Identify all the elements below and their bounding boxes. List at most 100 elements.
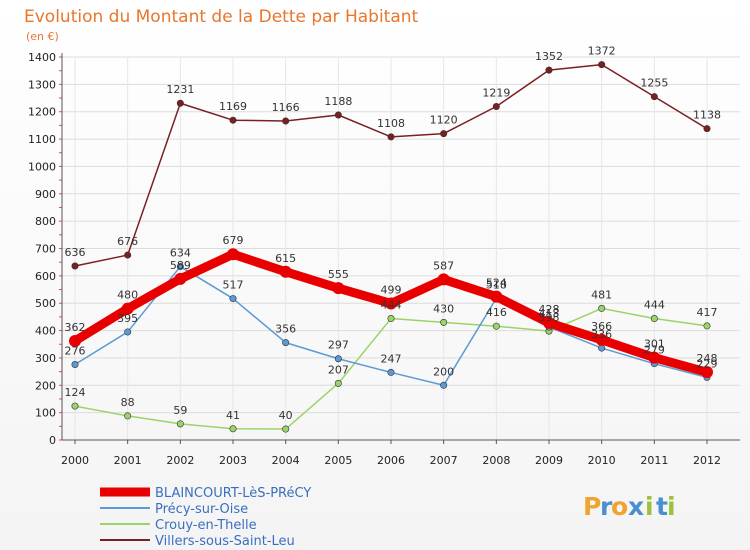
data-point [440, 381, 448, 389]
data-point [650, 93, 658, 101]
data-label: 555 [328, 268, 349, 281]
data-label: 1255 [640, 77, 668, 90]
y-tick-label: 200 [35, 379, 56, 392]
x-tick-label: 2009 [535, 454, 563, 467]
data-point [176, 99, 184, 107]
data-point [334, 379, 342, 387]
logo-letter: x [628, 492, 644, 521]
data-label: 40 [279, 409, 293, 422]
x-tick-label: 2008 [482, 454, 510, 467]
data-label: 1372 [588, 45, 616, 58]
data-point [334, 111, 342, 119]
data-label: 1166 [272, 101, 300, 114]
x-tick-label: 2000 [61, 454, 89, 467]
data-point [229, 295, 237, 303]
data-point [282, 425, 290, 433]
legend: BLAINCOURT-LèS-PRéCYPrécy-sur-OiseCrouy-… [100, 486, 311, 549]
data-label: 524 [486, 277, 507, 290]
data-point [440, 318, 448, 326]
data-point [490, 290, 503, 303]
x-tick-label: 2001 [114, 454, 142, 467]
data-label: 336 [591, 328, 612, 341]
legend-label: Précy-sur-Oise [155, 502, 248, 517]
data-point [440, 130, 448, 138]
data-label: 229 [697, 357, 718, 370]
data-point [701, 366, 713, 379]
data-point [703, 322, 711, 330]
data-label: 88 [121, 396, 135, 409]
data-label: 301 [644, 338, 665, 351]
data-point [703, 125, 711, 133]
data-label: 366 [591, 320, 612, 333]
logo-letter: t [656, 492, 668, 521]
data-point [437, 273, 450, 286]
data-label: 398 [539, 311, 560, 324]
data-point [71, 402, 79, 410]
chart-title: Evolution du Montant de la Dette par Hab… [24, 7, 419, 27]
x-tick-label: 2002 [166, 454, 194, 467]
x-tick-label: 2011 [640, 454, 668, 467]
data-label: 615 [275, 252, 296, 265]
y-tick-label: 1200 [28, 106, 56, 119]
legend-label: Villers-sous-Saint-Leu [155, 534, 295, 549]
data-label: 279 [644, 344, 665, 357]
data-label: 395 [117, 312, 138, 325]
data-label: 518 [486, 278, 507, 291]
y-tick-label: 700 [35, 243, 56, 256]
x-tick-label: 2012 [693, 454, 721, 467]
y-tick-label: 900 [35, 188, 56, 201]
data-label: 59 [173, 404, 187, 417]
y-tick-label: 1300 [28, 78, 56, 91]
x-tick-label: 2006 [377, 454, 405, 467]
data-label: 444 [381, 299, 402, 312]
data-label: 1108 [377, 117, 405, 130]
logo-letter: o [611, 492, 628, 521]
data-point [387, 315, 395, 323]
data-point [334, 355, 342, 363]
data-point [176, 263, 184, 271]
data-label: 247 [381, 352, 402, 365]
data-label: 636 [65, 246, 86, 259]
gridlines [62, 56, 740, 441]
data-label: 200 [433, 365, 454, 378]
data-point [598, 304, 606, 312]
data-point [71, 360, 79, 368]
y-tick-label: 800 [35, 215, 56, 228]
data-label: 481 [591, 288, 612, 301]
data-label: 1231 [166, 83, 194, 96]
data-label: 248 [697, 352, 718, 365]
series-group [69, 61, 713, 433]
data-label: 356 [275, 323, 296, 336]
data-label: 634 [170, 247, 191, 260]
data-label: 517 [223, 279, 244, 292]
y-tick-label: 500 [35, 297, 56, 310]
y-tick-label: 300 [35, 352, 56, 365]
x-tick-label: 2010 [588, 454, 616, 467]
data-labels: 636 676 1231 1169 1166 1188 1108 1120 1219 1352 13… [65, 45, 722, 422]
data-point [124, 412, 132, 420]
y-tick-label: 1100 [28, 133, 56, 146]
data-point [71, 262, 79, 270]
logo-letter: i [667, 492, 676, 521]
x-tick-label: 2003 [219, 454, 247, 467]
x-tick-label: 2007 [430, 454, 458, 467]
data-label: 297 [328, 339, 349, 352]
x-tick-label: 2004 [272, 454, 300, 467]
data-point [176, 420, 184, 428]
data-label: 587 [433, 259, 454, 272]
chart-subtitle: (en €) [26, 30, 59, 43]
axes: 0 100 200 300 400 500 600 700 800 900 1000 1100 1200… [28, 51, 740, 467]
data-label: 124 [65, 386, 86, 399]
data-label: 1169 [219, 100, 247, 113]
proxiti-logo: Pro x i t i [583, 492, 676, 521]
data-label: 362 [65, 321, 86, 334]
legend-label: BLAINCOURT-LèS-PRéCY [155, 486, 311, 501]
data-point [385, 297, 397, 310]
data-point [543, 316, 555, 329]
data-point [229, 116, 237, 124]
data-label: 480 [117, 289, 138, 302]
y-tick-label: 100 [35, 407, 56, 420]
logo-letter: P [583, 492, 601, 521]
data-point [282, 117, 290, 125]
